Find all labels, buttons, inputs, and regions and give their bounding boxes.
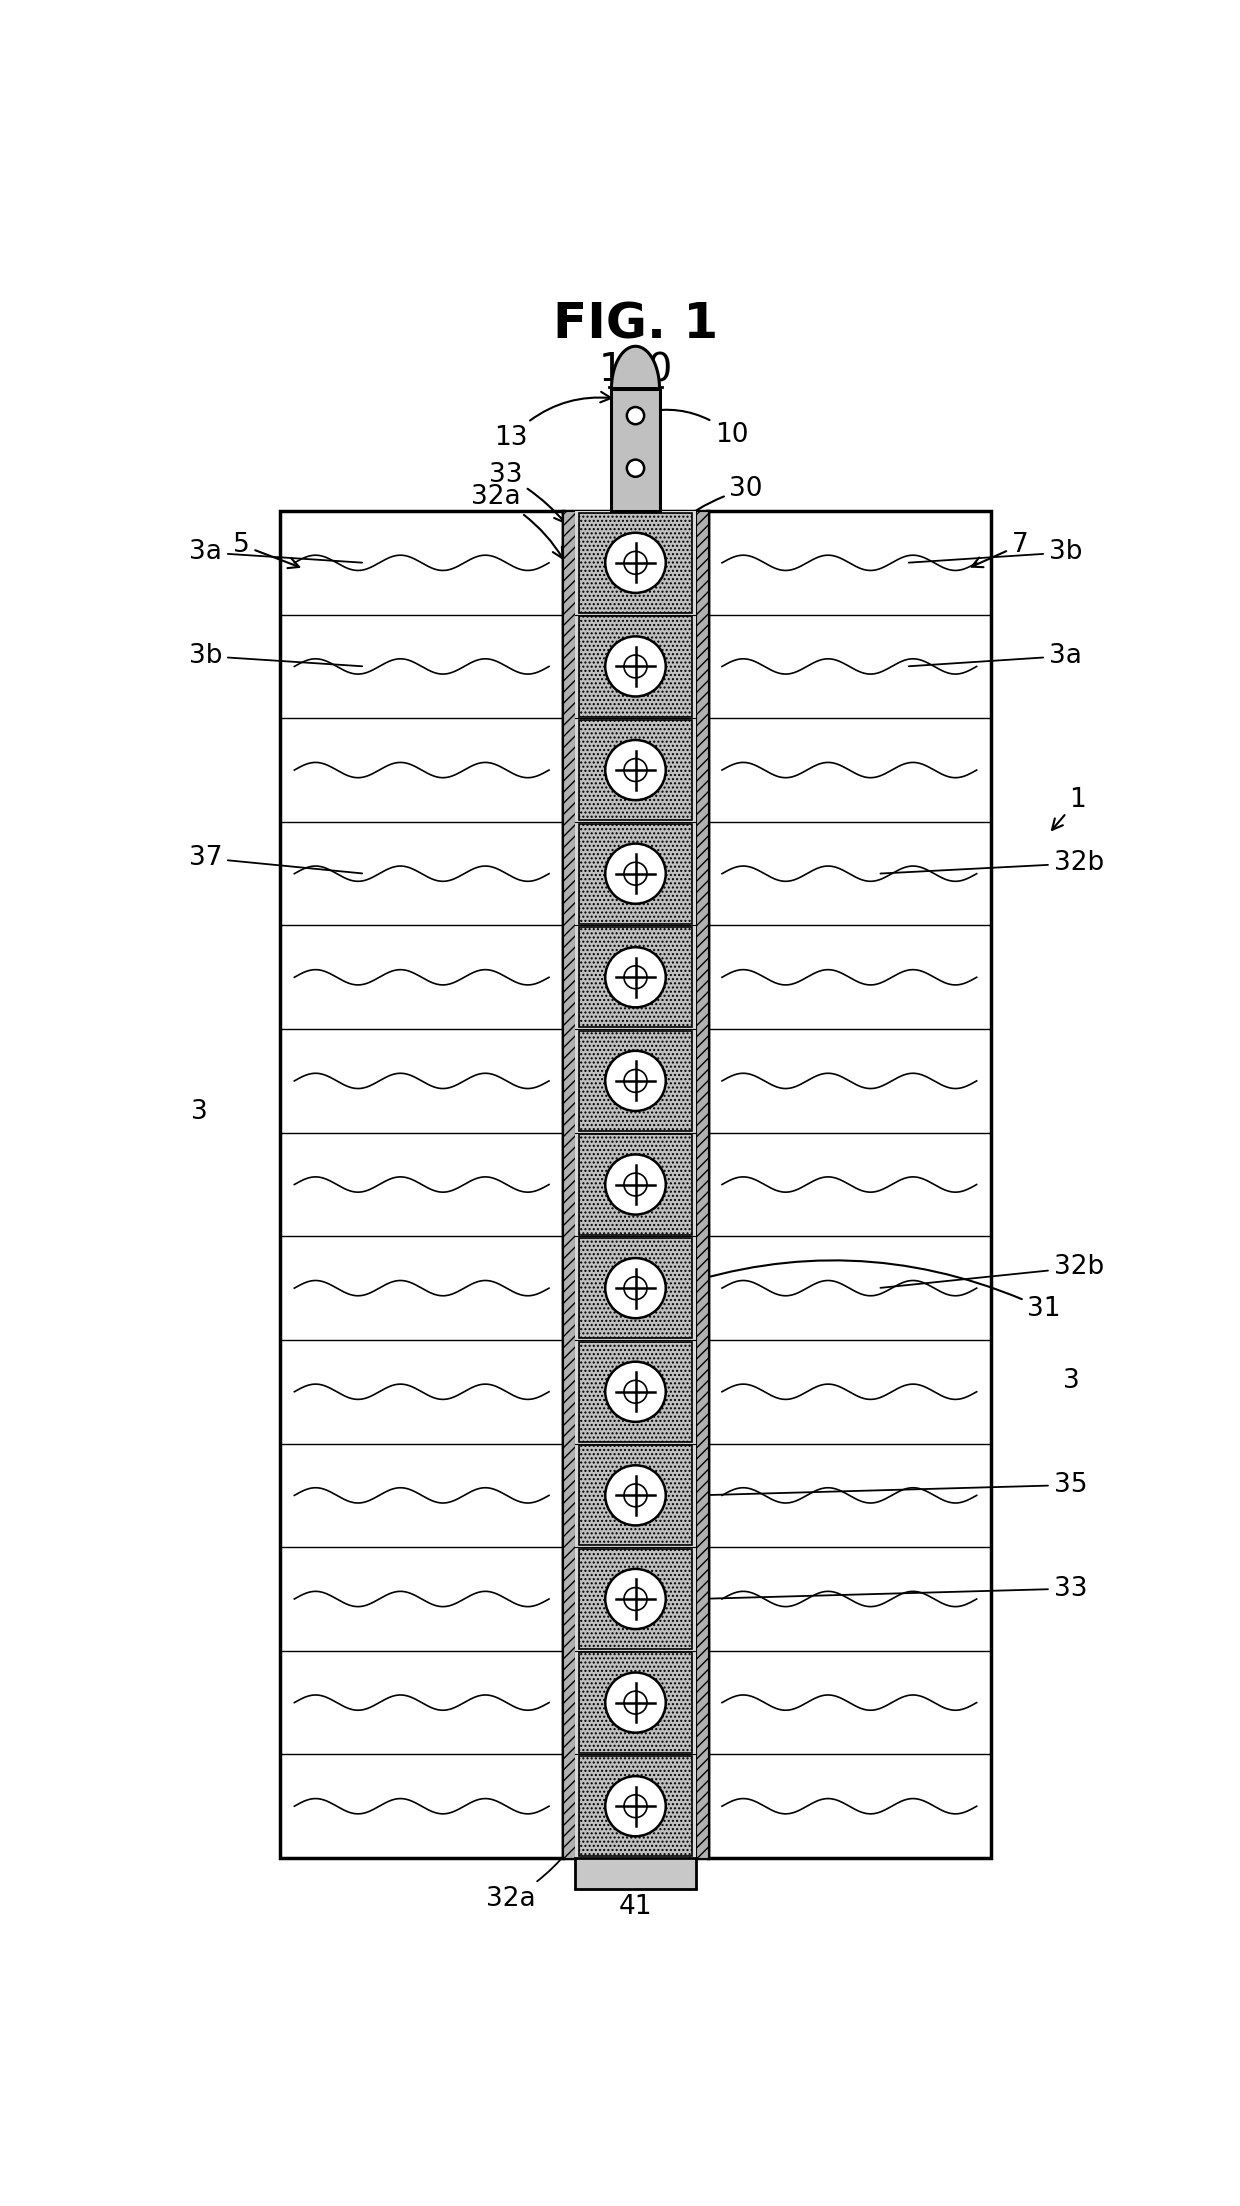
Bar bbox=[579, 615, 692, 717]
Bar bbox=[579, 823, 692, 924]
Circle shape bbox=[605, 1465, 666, 1524]
Text: 35: 35 bbox=[699, 1471, 1087, 1498]
Text: 10: 10 bbox=[645, 404, 749, 448]
Circle shape bbox=[605, 739, 666, 801]
Bar bbox=[579, 1134, 692, 1235]
Circle shape bbox=[605, 843, 666, 904]
Text: 5: 5 bbox=[233, 532, 299, 569]
Text: 32b: 32b bbox=[880, 849, 1104, 876]
Text: 3: 3 bbox=[1063, 1368, 1080, 1394]
Bar bbox=[579, 1756, 692, 1855]
Circle shape bbox=[605, 946, 666, 1008]
Text: 3b: 3b bbox=[909, 540, 1083, 565]
Text: FIG. 1: FIG. 1 bbox=[553, 300, 718, 349]
Circle shape bbox=[605, 1154, 666, 1216]
Bar bbox=[575, 1857, 696, 1888]
Bar bbox=[563, 512, 575, 1857]
Text: 37: 37 bbox=[188, 845, 362, 874]
Text: 33: 33 bbox=[489, 463, 565, 523]
Text: 3: 3 bbox=[191, 1099, 208, 1125]
Text: 33: 33 bbox=[699, 1575, 1087, 1602]
Text: 13: 13 bbox=[494, 393, 611, 450]
Text: 7: 7 bbox=[972, 532, 1028, 567]
Bar bbox=[611, 388, 660, 512]
Text: 3b: 3b bbox=[188, 644, 362, 668]
Text: 32a: 32a bbox=[471, 485, 563, 558]
Circle shape bbox=[605, 635, 666, 697]
Bar bbox=[563, 512, 708, 1857]
Bar bbox=[579, 1341, 692, 1443]
Bar bbox=[696, 512, 708, 1857]
Text: 32a: 32a bbox=[486, 1851, 568, 1913]
Bar bbox=[575, 512, 696, 1857]
Bar bbox=[708, 512, 991, 1857]
Circle shape bbox=[605, 1050, 666, 1112]
Text: 32b: 32b bbox=[880, 1255, 1104, 1288]
Circle shape bbox=[605, 1776, 666, 1835]
Circle shape bbox=[605, 1568, 666, 1628]
Bar bbox=[579, 1652, 692, 1754]
Bar bbox=[579, 1549, 692, 1650]
Bar bbox=[579, 1238, 692, 1339]
Text: 31: 31 bbox=[677, 1260, 1060, 1321]
Circle shape bbox=[605, 1672, 666, 1732]
Circle shape bbox=[605, 1257, 666, 1319]
Bar bbox=[579, 512, 692, 613]
Text: 100: 100 bbox=[599, 351, 672, 388]
Bar bbox=[579, 719, 692, 821]
Text: 1: 1 bbox=[1052, 788, 1086, 829]
Circle shape bbox=[605, 534, 666, 593]
Text: 30: 30 bbox=[639, 476, 763, 569]
Bar bbox=[579, 1445, 692, 1546]
Text: 3a: 3a bbox=[190, 540, 362, 565]
Polygon shape bbox=[611, 346, 660, 388]
Bar bbox=[579, 1030, 692, 1132]
Circle shape bbox=[627, 459, 644, 476]
Circle shape bbox=[627, 408, 644, 424]
Text: 3a: 3a bbox=[909, 644, 1081, 668]
Bar bbox=[280, 512, 563, 1857]
Bar bbox=[579, 927, 692, 1028]
Text: 41: 41 bbox=[619, 1875, 652, 1919]
Circle shape bbox=[605, 1361, 666, 1423]
